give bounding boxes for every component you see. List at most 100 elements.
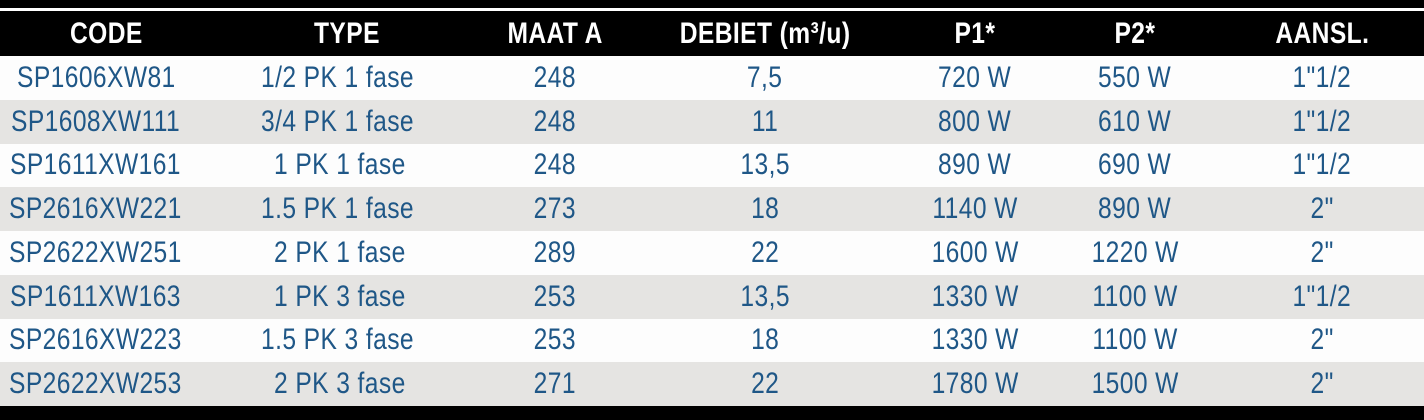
- cell-debiet: 7,5: [630, 56, 900, 100]
- cell-maat-a: 289: [480, 231, 630, 275]
- cell-type: 1/2 PK 1 fase: [228, 56, 480, 100]
- cell-text: 2 PK 3 fase: [273, 367, 406, 401]
- cell-type: 2 PK 1 fase: [228, 231, 480, 275]
- table-top-gap: [0, 8, 1424, 11]
- cell-text: 13,5: [740, 148, 790, 182]
- column-header-p2: P2*: [1050, 11, 1220, 56]
- cell-p1: 1330 W: [900, 275, 1050, 319]
- cell-p2: 1500 W: [1050, 362, 1220, 406]
- cell-code: SP2622XW251: [0, 231, 228, 275]
- header-label: MAAT A: [507, 16, 603, 50]
- cell-text: SP2616XW221: [8, 192, 182, 226]
- cell-code: SP2616XW223: [0, 319, 228, 363]
- cell-p1: 1140 W: [900, 187, 1050, 231]
- cell-aansl: 1"1/2: [1220, 275, 1424, 319]
- column-header-p1: P1*: [900, 11, 1050, 56]
- cell-text: 22: [750, 235, 780, 269]
- cell-text: 2": [1310, 192, 1334, 226]
- table-top-rule: [0, 0, 1424, 8]
- cell-text: 22: [750, 367, 780, 401]
- cell-p2: 890 W: [1050, 187, 1220, 231]
- cell-aansl: 1"1/2: [1220, 144, 1424, 188]
- cell-text: 253: [533, 279, 577, 313]
- cell-text: 1600 W: [931, 235, 1019, 269]
- cell-aansl: 2": [1220, 362, 1424, 406]
- table-body: SP1606XW81 1/2 PK 1 fase 248 7,5 720 W 5…: [0, 56, 1424, 406]
- header-label: P2*: [1114, 16, 1156, 50]
- cell-text: SP1611XW163: [9, 279, 181, 313]
- table-row: SP1611XW163 1 PK 3 fase 253 13,5 1330 W …: [0, 274, 1424, 319]
- cell-text: SP1608XW111: [10, 104, 180, 138]
- cell-p1: 1600 W: [900, 231, 1050, 275]
- table-row: SP2622XW253 2 PK 3 fase 271 22 1780 W 15…: [0, 362, 1424, 406]
- cell-p1: 890 W: [900, 144, 1050, 188]
- cell-code: SP1608XW111: [0, 100, 228, 144]
- cell-text: 18: [750, 192, 780, 226]
- cell-text: 1/2 PK 1 fase: [260, 60, 414, 94]
- cell-code: SP2622XW253: [0, 362, 228, 406]
- cell-type: 3/4 PK 1 fase: [228, 100, 480, 144]
- header-label: CODE: [69, 16, 143, 50]
- table-row: SP1611XW161 1 PK 1 fase 248 13,5 890 W 6…: [0, 143, 1424, 188]
- cell-p1: 1780 W: [900, 362, 1050, 406]
- header-row: CODE TYPE MAAT A DEBIET (m³/u) P1* P2* A…: [0, 11, 1424, 56]
- cell-code: SP1611XW161: [0, 144, 228, 188]
- cell-text: 1330 W: [931, 323, 1019, 357]
- cell-text: 248: [533, 148, 577, 182]
- cell-text: 18: [750, 323, 780, 357]
- cell-aansl: 1"1/2: [1220, 100, 1424, 144]
- cell-type: 1.5 PK 3 fase: [228, 319, 480, 363]
- cell-p2: 610 W: [1050, 100, 1220, 144]
- cell-text: 1"1/2: [1292, 279, 1352, 313]
- cell-p2: 550 W: [1050, 56, 1220, 100]
- cell-type: 1 PK 1 fase: [228, 144, 480, 188]
- cell-debiet: 13,5: [630, 275, 900, 319]
- cell-code: SP2616XW221: [0, 187, 228, 231]
- cell-text: 3/4 PK 1 fase: [260, 104, 414, 138]
- table-row: SP2616XW221 1.5 PK 1 fase 273 18 1140 W …: [0, 187, 1424, 231]
- cell-text: 1"1/2: [1292, 148, 1352, 182]
- column-header-maat-a: MAAT A: [480, 11, 630, 56]
- cell-text: 1500 W: [1091, 367, 1179, 401]
- cell-text: 1 PK 3 fase: [273, 279, 406, 313]
- cell-text: SP2622XW251: [8, 235, 182, 269]
- table-row: SP1608XW111 3/4 PK 1 fase 248 11 800 W 6…: [0, 99, 1424, 144]
- cell-aansl: 2": [1220, 231, 1424, 275]
- cell-text: 271: [533, 367, 577, 401]
- cell-p2: 1220 W: [1050, 231, 1220, 275]
- cell-maat-a: 248: [480, 56, 630, 100]
- cell-text: 550 W: [1098, 60, 1172, 94]
- cell-p1: 1330 W: [900, 319, 1050, 363]
- cell-text: 1 PK 1 fase: [273, 148, 406, 182]
- cell-aansl: 2": [1220, 319, 1424, 363]
- cell-text: 1100 W: [1092, 323, 1178, 357]
- cell-text: 273: [533, 192, 577, 226]
- cell-text: 13,5: [740, 279, 790, 313]
- column-header-type: TYPE: [228, 11, 480, 56]
- cell-aansl: 2": [1220, 187, 1424, 231]
- header-label: P1*: [954, 16, 996, 50]
- cell-type: 1.5 PK 1 fase: [228, 187, 480, 231]
- table-bottom-rule: [0, 406, 1424, 420]
- cell-type: 2 PK 3 fase: [228, 362, 480, 406]
- cell-text: 1220 W: [1091, 235, 1179, 269]
- column-header-aansl: AANSL.: [1220, 11, 1424, 56]
- cell-text: 720 W: [938, 60, 1012, 94]
- cell-text: 2": [1310, 235, 1334, 269]
- pump-spec-table: CODE TYPE MAAT A DEBIET (m³/u) P1* P2* A…: [0, 11, 1424, 406]
- cell-text: 890 W: [1098, 192, 1172, 226]
- cell-p2: 1100 W: [1050, 319, 1220, 363]
- cell-p1: 720 W: [900, 56, 1050, 100]
- cell-maat-a: 253: [480, 319, 630, 363]
- cell-p2: 1100 W: [1050, 275, 1220, 319]
- cell-text: 2 PK 1 fase: [273, 235, 406, 269]
- cell-debiet: 18: [630, 187, 900, 231]
- cell-text: 248: [533, 60, 577, 94]
- cell-text: 7,5: [747, 60, 783, 94]
- header-label: DEBIET (m³/u): [679, 16, 851, 50]
- cell-text: 1.5 PK 1 fase: [260, 192, 414, 226]
- cell-maat-a: 271: [480, 362, 630, 406]
- cell-text: 289: [533, 235, 577, 269]
- cell-text: 1.5 PK 3 fase: [260, 323, 414, 357]
- cell-debiet: 18: [630, 319, 900, 363]
